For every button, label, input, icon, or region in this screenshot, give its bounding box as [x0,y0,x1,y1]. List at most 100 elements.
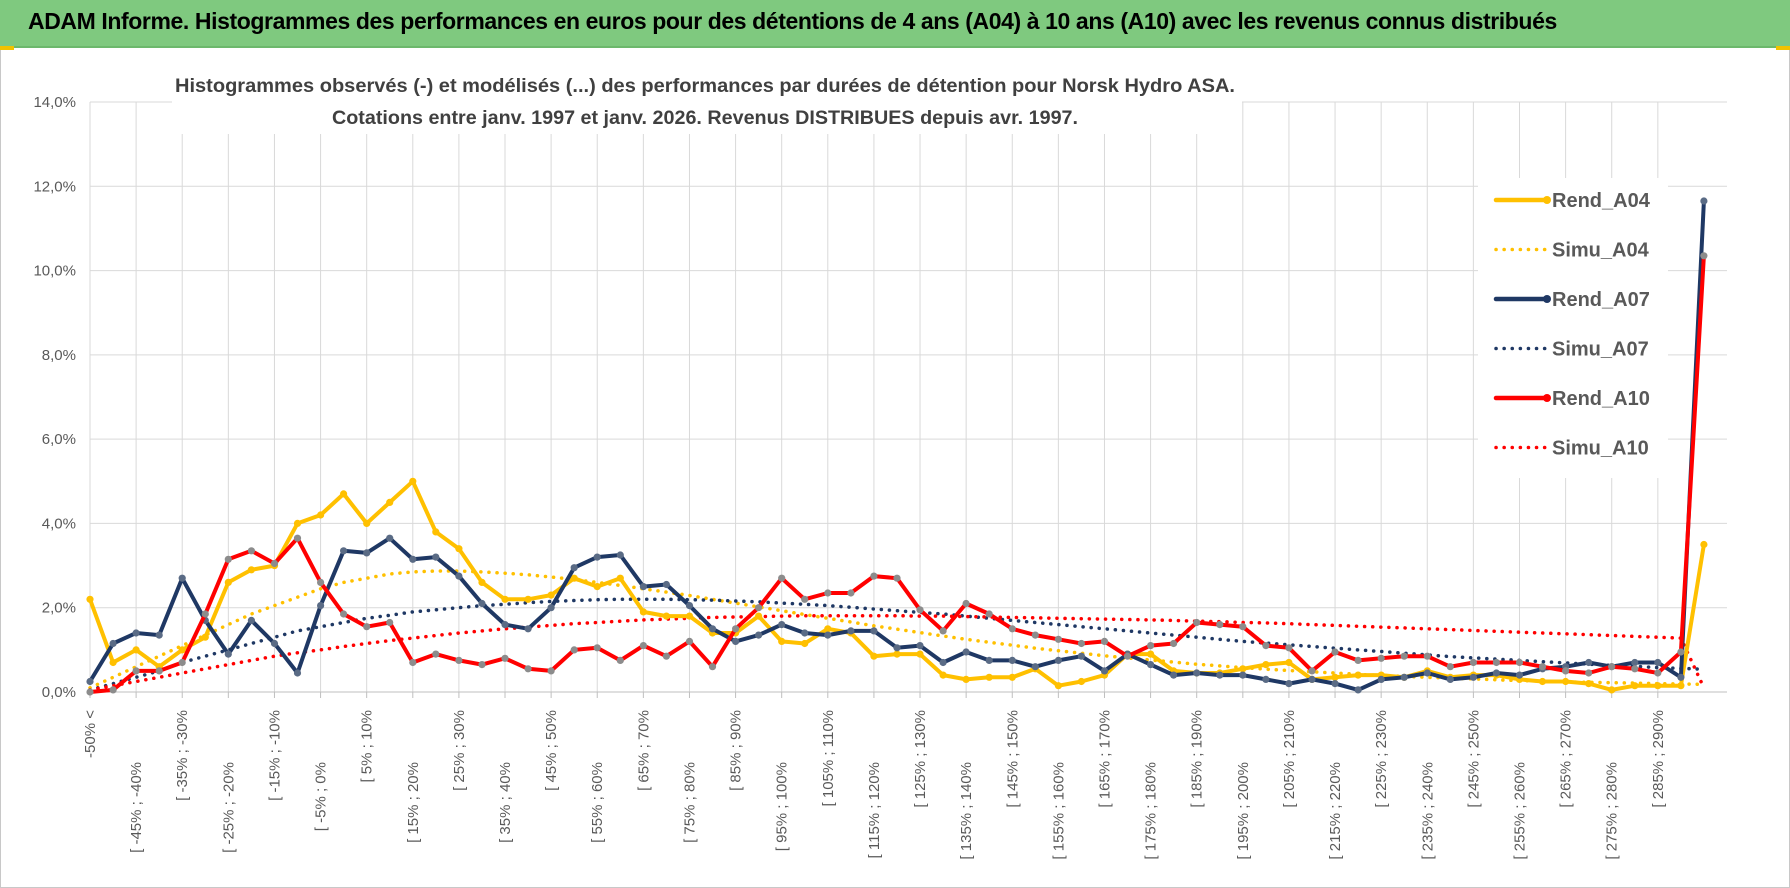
data-point-rend-a10 [1193,618,1201,627]
data-point-rend-a07 [778,621,786,629]
data-point-rend-a10 [1469,658,1477,667]
data-point-rend-a10 [662,652,671,660]
data-point-rend-a10 [1377,654,1385,662]
data-point-rend-a04 [178,646,186,654]
data-point-rend-a10 [985,610,993,618]
data-point-rend-a07 [1193,669,1201,677]
series-line-rend-a10 [88,253,1706,694]
x-tick-label: -50% < [82,710,99,758]
data-point-rend-a04 [1585,680,1593,688]
x-tick-label: [ 225% ; 230% [1373,710,1390,808]
data-point-rend-a04 [109,658,117,667]
data-point-rend-a04 [1677,682,1685,690]
data-point-rend-a04 [1631,682,1639,690]
data-point-rend-a04 [1008,673,1016,681]
x-tick-label: [ -5% ; 0% [313,762,330,831]
data-point-rend-a10 [1423,652,1431,660]
data-point-rend-a07 [1308,675,1316,684]
data-point-rend-a07 [593,553,601,561]
series-line-rend-a07 [88,199,1706,692]
data-point-rend-a04 [340,490,348,498]
x-tick-label: [ 55% ; 60% [589,762,606,843]
data-point-rend-a04 [1700,540,1708,549]
data-point-rend-a10 [1585,669,1593,677]
data-point-rend-a07 [432,553,440,561]
chart-title-backdrop [172,70,1242,134]
x-tick-label: [ 275% ; 280% [1604,762,1621,860]
data-point-rend-a07 [478,599,486,608]
data-point-rend-a04 [1077,677,1085,686]
legend-label: Simu_A04 [1552,240,1650,262]
data-point-rend-a04 [1147,650,1155,658]
data-point-rend-a10 [547,667,555,675]
data-point-rend-a07 [1216,671,1224,679]
data-point-rend-a04 [870,652,878,660]
data-point-rend-a07 [1654,658,1662,667]
data-point-rend-a07 [708,625,717,633]
data-point-rend-a10 [732,625,740,633]
data-point-rend-a10 [1100,637,1109,646]
data-point-rend-a07 [501,621,509,629]
data-point-rend-a07 [1492,669,1500,677]
data-point-rend-a10 [1331,648,1339,656]
data-point-rend-a10 [201,610,209,618]
data-point-rend-a10 [801,595,809,603]
data-point-rend-a07 [1469,673,1477,681]
data-point-rend-a07 [1446,675,1454,684]
data-point-rend-a07 [1515,671,1524,679]
data-point-rend-a07 [1423,669,1431,677]
data-point-rend-a10 [1515,658,1524,667]
data-point-rend-a04 [455,545,463,553]
data-point-rend-a07 [616,551,624,559]
grid-layer [89,101,1727,693]
data-point-rend-a04 [317,511,325,519]
series-line-simu-a07 [88,597,1706,692]
data-point-rend-a07 [893,644,901,652]
data-point-rend-a10 [1147,642,1155,650]
data-point-rend-a04 [639,608,648,616]
data-point-rend-a07 [570,564,578,572]
x-tick-label: [ -45% ; -40% [128,762,145,853]
data-point-rend-a04 [1562,677,1570,686]
data-point-rend-a10 [86,688,94,696]
data-point-rend-a10 [1700,252,1708,260]
data-point-rend-a04 [132,646,140,654]
data-point-rend-a07 [386,534,394,542]
x-tick-label: [ 125% ; 130% [912,710,929,808]
data-point-rend-a07 [109,639,117,648]
data-point-rend-a04 [1608,686,1616,694]
series-line-simu-a04 [88,569,1706,690]
x-tick-label: [ 85% ; 90% [728,710,745,791]
data-point-rend-a07 [1054,656,1062,665]
data-point-rend-a07 [685,602,694,610]
data-point-rend-a04 [1538,677,1547,686]
data-point-rend-a10 [340,610,348,618]
data-point-rend-a07 [247,616,255,625]
data-point-rend-a04 [386,498,394,506]
data-point-rend-a07 [1700,197,1708,205]
data-point-rend-a07 [870,627,878,635]
data-point-rend-a07 [1008,656,1016,665]
data-point-rend-a10 [1354,656,1362,665]
data-point-rend-a04 [570,574,578,582]
legend-marker [1543,295,1551,303]
data-point-rend-a07 [293,669,302,677]
x-tick-label: [ 75% ; 80% [681,762,698,843]
data-point-rend-a10 [1308,667,1316,675]
data-point-rend-a04 [293,519,302,528]
y-tick-label: 4,0% [42,515,76,532]
page-title: ADAM Informe. Histogrammes des performan… [28,8,1557,34]
data-point-rend-a07 [1147,661,1155,669]
x-tick-label: [ 105% ; 110% [820,710,837,806]
data-point-rend-a04 [247,566,255,574]
legend-marker [1543,394,1551,402]
data-point-rend-a10 [1400,652,1408,660]
data-point-rend-a10 [363,623,371,631]
data-point-rend-a10 [870,572,878,580]
data-point-rend-a10 [455,656,463,665]
data-point-rend-a07 [639,583,648,591]
x-tick-label: [ 245% ; 250% [1465,710,1482,808]
y-axis: 0,0% 2,0% 4,0% 6,0% 8,0% 10,0% 12,0% 14,0% [33,94,76,701]
legend-backdrop [1478,178,1668,478]
